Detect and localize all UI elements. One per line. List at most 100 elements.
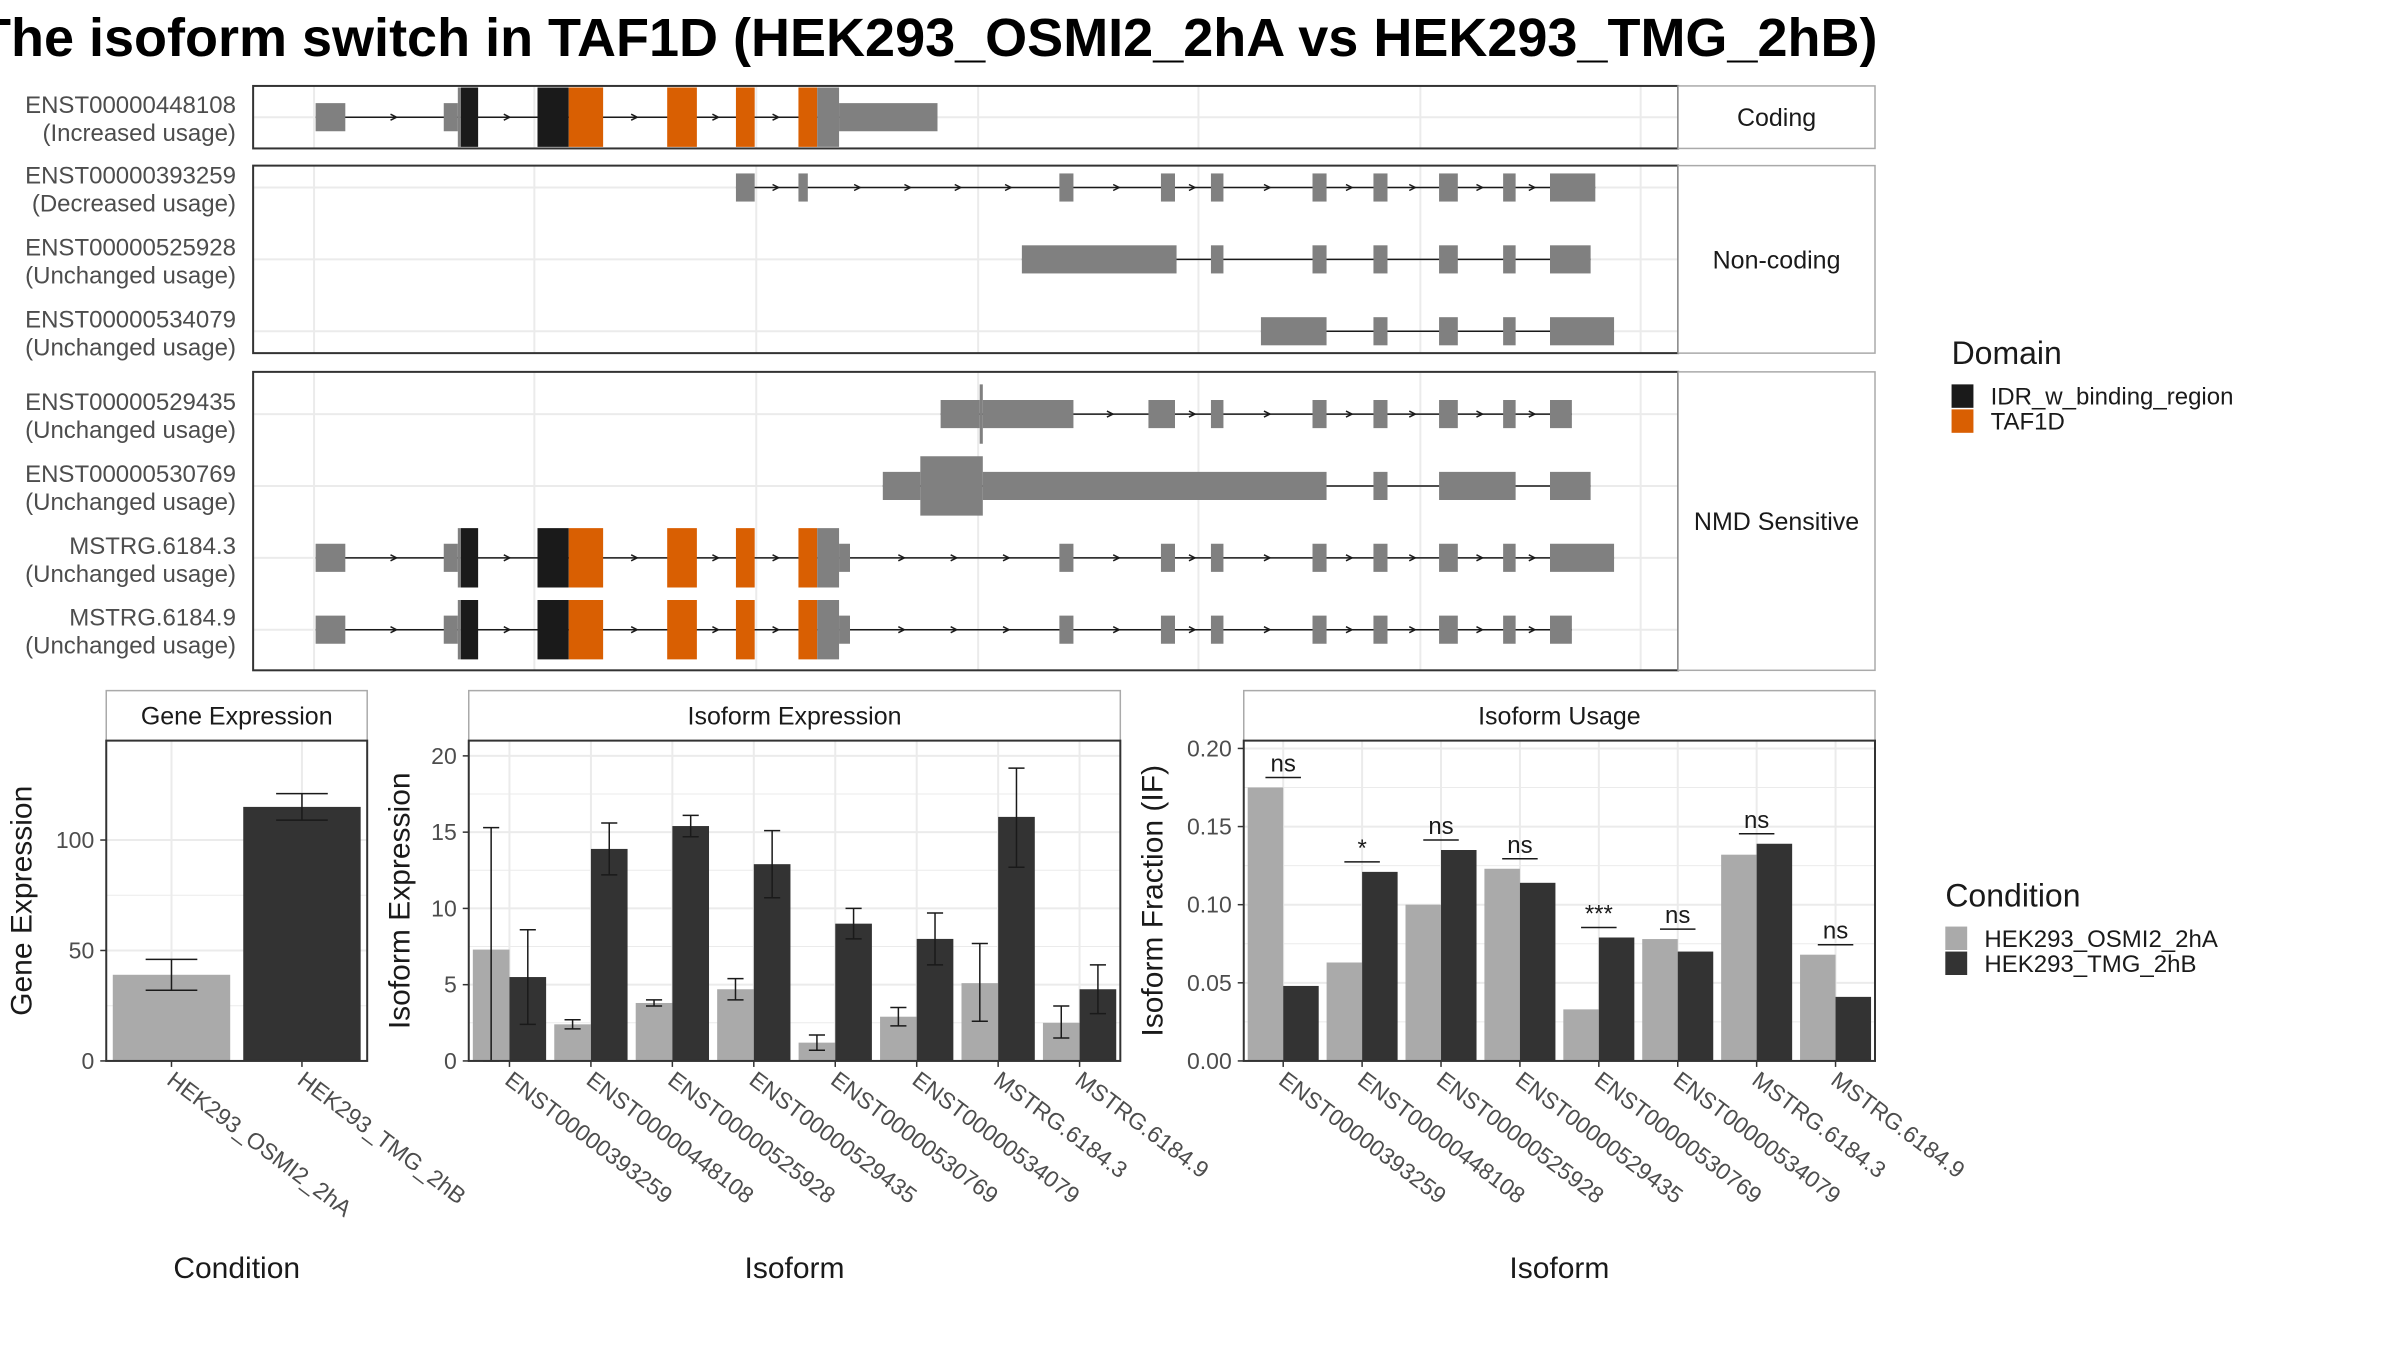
exon-domain (735, 87, 755, 147)
transcript-usage-label: (Increased usage) (42, 120, 235, 147)
exon-utr (882, 471, 921, 500)
exon-utr (1373, 543, 1388, 572)
bar (635, 1002, 673, 1061)
exon-utr (1160, 543, 1175, 572)
intron-arrow (898, 626, 907, 634)
exon-utr (1373, 245, 1388, 274)
intron-arrow (1345, 410, 1354, 418)
transcript-id-label: ENST00000534079 (25, 306, 236, 333)
bar (1283, 985, 1319, 1061)
exon-utr (1503, 400, 1516, 429)
exon-utr (1373, 317, 1388, 346)
exon-domain (460, 528, 479, 588)
exon-cds (457, 528, 461, 588)
exon-utr (1503, 173, 1516, 202)
x-axis-title: Isoform (745, 1252, 845, 1285)
condition-legend-label: HEK293_TMG_2hB (1984, 951, 2196, 978)
isoform-usage-plot: Isoform Usage0.000.050.100.150.20nsENST0… (1137, 689, 1970, 1285)
exon-domain (568, 87, 604, 147)
exon-utr (1550, 173, 1596, 202)
significance-label: ns (1428, 813, 1453, 840)
transcript-usage-label: (Unchanged usage) (25, 633, 236, 660)
exon-domain (735, 600, 755, 660)
intron-arrow (503, 113, 512, 121)
y-tick-label: 0.20 (1187, 735, 1232, 761)
y-tick-label: 5 (444, 972, 457, 998)
exon-utr (1439, 543, 1458, 572)
domain-legend-label: TAF1D (1991, 409, 2065, 436)
exon-domain (460, 87, 479, 147)
bar (798, 1042, 836, 1061)
transcript-usage-label: (Unchanged usage) (25, 489, 236, 516)
transcript-track: ENST00000525928(Unchanged usage) (25, 234, 1591, 289)
significance-label: ns (1271, 751, 1296, 778)
bar (1405, 904, 1442, 1061)
exon-utr (1550, 400, 1572, 429)
intron-arrow (712, 113, 721, 121)
intron-arrow (1112, 183, 1121, 192)
intron-arrow (630, 554, 639, 562)
y-axis-title: Gene Expression (5, 786, 38, 1016)
bar (1800, 954, 1836, 1061)
transcript-track: MSTRG.6184.3(Unchanged usage) (25, 528, 1615, 588)
transcript-id-label: MSTRG.6184.3 (69, 533, 236, 560)
exon-utr (1021, 245, 1177, 274)
intron-arrow (1408, 554, 1417, 562)
structure-strip-label: Coding (1737, 104, 1816, 132)
intron-arrow (772, 626, 781, 634)
exon-utr (1550, 245, 1591, 274)
exon-utr (1312, 543, 1327, 572)
intron-arrow (772, 113, 781, 121)
exon-utr (1210, 400, 1224, 429)
bar (1247, 787, 1284, 1061)
bar (835, 923, 872, 1061)
intron-arrow (1188, 410, 1197, 418)
bar (1326, 962, 1363, 1061)
plot-panel-border (467, 739, 1122, 1062)
x-tick-label: MSTRG.6184.3 (1748, 1066, 1891, 1183)
transcript-track: ENST00000529435(Unchanged usage) (25, 384, 1572, 444)
intron-arrow (904, 183, 913, 192)
transcript-id-label: ENST00000530769 (25, 461, 236, 488)
x-axis-title: Isoform (1509, 1252, 1609, 1285)
intron-arrow (1106, 410, 1115, 418)
intron-arrow (1476, 410, 1485, 418)
structure-strip-label: Non-coding (1713, 246, 1841, 274)
exon-utr (1312, 173, 1327, 202)
exon-utr (1439, 245, 1458, 274)
exon-utr (443, 615, 458, 644)
intron-arrow (712, 554, 721, 562)
transcript-usage-label: (Decreased usage) (32, 191, 236, 218)
exon-utr (1312, 615, 1327, 644)
condition-legend-key (1945, 926, 1968, 950)
exon-domain (798, 528, 818, 588)
bar (1519, 882, 1556, 1061)
intron-arrow (630, 113, 639, 121)
exon-utr (1148, 400, 1175, 429)
intron-arrow (1263, 554, 1272, 562)
exon-utr (1312, 400, 1327, 429)
bar (1721, 854, 1757, 1061)
y-tick-label: 0 (444, 1048, 457, 1074)
exon-utr (940, 400, 980, 429)
exon-domain (568, 600, 604, 660)
intron-arrow (1528, 554, 1537, 562)
intron-arrow (950, 554, 959, 562)
transcript-usage-label: (Unchanged usage) (25, 417, 236, 444)
exon-utr (798, 173, 808, 202)
exon-utr (1503, 245, 1516, 274)
exon-utr (1439, 615, 1458, 644)
y-axis-title: Isoform Fraction (IF) (1137, 765, 1170, 1037)
figure-title: The isoform switch in TAF1D (HEK293_OSMI… (0, 8, 1877, 68)
intron-arrow (1528, 626, 1537, 634)
exon-domain (460, 600, 479, 660)
structure-strip (1677, 371, 1876, 672)
condition-legend-key (1945, 951, 1968, 975)
exon-utr (315, 103, 346, 132)
exon-utr (1059, 173, 1074, 202)
y-tick-label: 100 (56, 827, 94, 853)
y-tick-label: 0 (81, 1048, 94, 1074)
intron-arrow (1345, 626, 1354, 634)
